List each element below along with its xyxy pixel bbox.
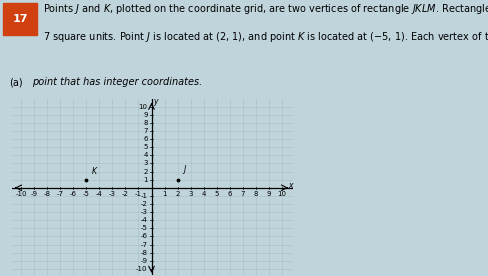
Text: -8: -8 — [44, 192, 51, 197]
Text: 7: 7 — [240, 192, 244, 197]
Text: 2: 2 — [175, 192, 180, 197]
Text: Points $J$ and $K$, plotted on the coordinate grid, are two vertices of rectangl: Points $J$ and $K$, plotted on the coord… — [43, 2, 488, 16]
Text: 5: 5 — [143, 144, 147, 150]
Text: -3: -3 — [109, 192, 116, 197]
Text: 4: 4 — [201, 192, 205, 197]
Text: -2: -2 — [122, 192, 129, 197]
Text: 1: 1 — [162, 192, 166, 197]
Text: -8: -8 — [141, 250, 147, 256]
Text: $K$: $K$ — [91, 165, 98, 176]
Text: -1: -1 — [141, 193, 147, 199]
Text: y: y — [153, 97, 157, 106]
FancyBboxPatch shape — [3, 2, 37, 35]
Text: 10: 10 — [277, 192, 285, 197]
Text: 9: 9 — [266, 192, 270, 197]
Text: -6: -6 — [141, 233, 147, 240]
Text: 5: 5 — [214, 192, 218, 197]
Text: -2: -2 — [141, 201, 147, 207]
Text: -4: -4 — [96, 192, 102, 197]
Text: -7: -7 — [57, 192, 64, 197]
Text: $J$: $J$ — [182, 163, 187, 176]
Text: 6: 6 — [227, 192, 231, 197]
Text: 17: 17 — [12, 14, 28, 24]
Text: -3: -3 — [141, 209, 147, 215]
Text: 9: 9 — [143, 112, 147, 118]
Text: 3: 3 — [188, 192, 192, 197]
Text: point that has integer coordinates.: point that has integer coordinates. — [32, 77, 202, 87]
Text: 1: 1 — [143, 177, 147, 183]
Text: x: x — [288, 181, 292, 190]
Text: 7 square units. Point $J$ is located at (2, 1), and point $K$ is located at (−5,: 7 square units. Point $J$ is located at … — [43, 30, 488, 44]
Text: -5: -5 — [141, 225, 147, 231]
Text: -1: -1 — [135, 192, 142, 197]
Text: 3: 3 — [143, 160, 147, 166]
Text: -7: -7 — [141, 242, 147, 248]
Text: -6: -6 — [70, 192, 77, 197]
Text: (a): (a) — [9, 77, 22, 87]
Text: -10: -10 — [136, 266, 147, 272]
Text: -9: -9 — [31, 192, 38, 197]
Text: -4: -4 — [141, 217, 147, 223]
Text: 8: 8 — [253, 192, 257, 197]
Text: 2: 2 — [143, 169, 147, 175]
Text: -5: -5 — [83, 192, 90, 197]
Text: 8: 8 — [143, 120, 147, 126]
Text: 6: 6 — [143, 136, 147, 142]
Text: 7: 7 — [143, 128, 147, 134]
Text: -9: -9 — [141, 258, 147, 264]
Text: -10: -10 — [16, 192, 27, 197]
Text: 4: 4 — [143, 152, 147, 158]
Text: 10: 10 — [138, 104, 147, 110]
